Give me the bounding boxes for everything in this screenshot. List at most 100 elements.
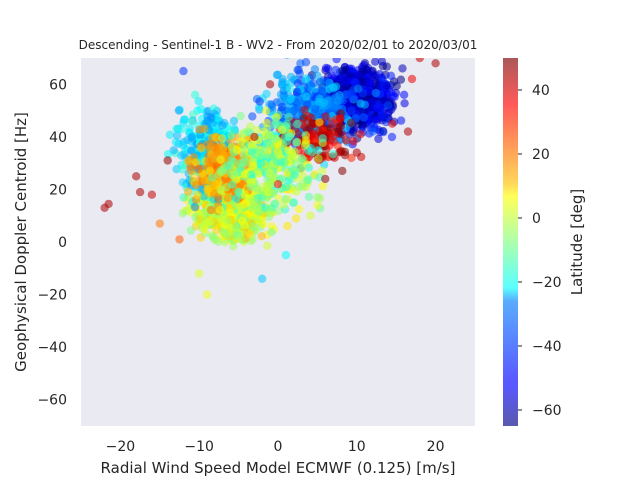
scatter-point — [186, 166, 196, 175]
scatter-point — [352, 148, 361, 157]
scatter-point — [132, 172, 141, 181]
scatter-point — [368, 127, 377, 136]
scatter-point — [203, 218, 212, 227]
scatter-point — [289, 198, 298, 207]
scatter-point — [171, 137, 181, 147]
scatter-point — [183, 187, 193, 196]
scatter-point — [215, 205, 225, 215]
scatter-point — [195, 125, 204, 134]
scatter-point — [350, 78, 359, 87]
scatter-point — [213, 113, 222, 123]
y-tick-label: 40 — [49, 130, 67, 146]
scatter-point — [209, 189, 218, 198]
scatter-point — [400, 99, 409, 108]
scatter-point — [302, 92, 311, 101]
scatter-point — [197, 144, 206, 153]
scatter-point — [218, 121, 227, 130]
scatter-point — [236, 137, 246, 146]
scatter-point — [415, 58, 424, 63]
colorbar-tick-label: −60 — [532, 403, 562, 419]
scatter-point — [186, 226, 195, 235]
scatter-point — [178, 209, 187, 218]
scatter-point — [336, 114, 345, 123]
scatter-point — [310, 65, 320, 74]
scatter-point — [322, 77, 331, 87]
scatter-point — [266, 209, 275, 218]
scatter-point — [285, 84, 294, 94]
scatter-point — [223, 194, 233, 203]
scatter-point — [165, 130, 175, 139]
scatter-point — [271, 199, 280, 208]
scatter-point — [237, 216, 247, 225]
scatter-point — [223, 161, 232, 170]
scatter-point — [263, 241, 272, 250]
x-axis-label: Radial Wind Speed Model ECMWF (0.125) [m… — [101, 459, 456, 477]
scatter-point — [179, 193, 188, 202]
x-axis-ticks: −20 −10 0 10 20 — [106, 439, 445, 455]
scatter-point — [248, 112, 257, 121]
scatter-point — [226, 131, 236, 140]
scatter-point — [294, 205, 304, 214]
scatter-point — [210, 235, 219, 244]
scatter-point — [190, 90, 200, 100]
scatter-point — [282, 182, 291, 192]
x-tick-label: 10 — [348, 439, 366, 455]
scatter-point — [240, 152, 249, 161]
scatter-point — [206, 205, 216, 215]
scatter-point — [262, 118, 271, 128]
scatter-point — [313, 71, 322, 81]
scatter-points — [100, 58, 440, 299]
scatter-point — [249, 161, 258, 170]
y-tick-label: −60 — [37, 393, 67, 409]
x-tick-label: −10 — [184, 439, 214, 455]
scatter-point — [398, 64, 407, 73]
scatter-point — [403, 127, 413, 136]
scatter-point — [313, 193, 322, 202]
scatter-point — [294, 66, 303, 75]
scatter-point — [347, 153, 356, 163]
scatter-point — [284, 112, 293, 122]
scatter-point — [195, 269, 204, 278]
scatter-point — [246, 229, 255, 239]
scatter-point — [193, 190, 202, 200]
scatter-point — [293, 119, 302, 129]
scatter-point — [281, 250, 291, 260]
scatter-point — [292, 158, 301, 167]
scatter-point — [216, 215, 226, 224]
scatter-point — [304, 163, 313, 172]
scatter-point — [318, 181, 328, 191]
scatter-point — [314, 146, 323, 155]
scatter-point — [191, 180, 201, 190]
scatter-point — [321, 174, 330, 184]
scatter-point — [316, 77, 325, 87]
scatter-point — [371, 58, 380, 66]
scatter-point — [271, 117, 280, 126]
scatter-point — [221, 229, 230, 239]
scatter-point — [318, 134, 327, 143]
scatter-point — [286, 94, 296, 104]
scatter-point — [233, 187, 243, 197]
scatter-point — [377, 111, 386, 120]
scatter-point — [359, 113, 369, 122]
scatter-point — [311, 105, 320, 114]
scatter-point — [209, 154, 219, 163]
scatter-point — [211, 133, 220, 142]
scatter-point — [254, 215, 263, 225]
x-tick-label: −20 — [106, 439, 136, 455]
scatter-point — [236, 111, 245, 121]
scatter-point — [249, 222, 258, 231]
scatter-point — [252, 184, 262, 193]
scatter-point — [177, 151, 186, 160]
scatter-point — [286, 72, 296, 82]
scatter-point — [179, 141, 188, 150]
scatter-point — [273, 70, 282, 80]
scatter-point — [291, 214, 301, 223]
scatter-point — [346, 89, 355, 98]
scatter-point — [298, 180, 307, 189]
scatter-point — [306, 211, 315, 220]
scatter-point — [187, 133, 196, 142]
scatter-point — [199, 208, 208, 218]
scatter-point — [279, 200, 288, 209]
scatter-point — [375, 70, 384, 79]
